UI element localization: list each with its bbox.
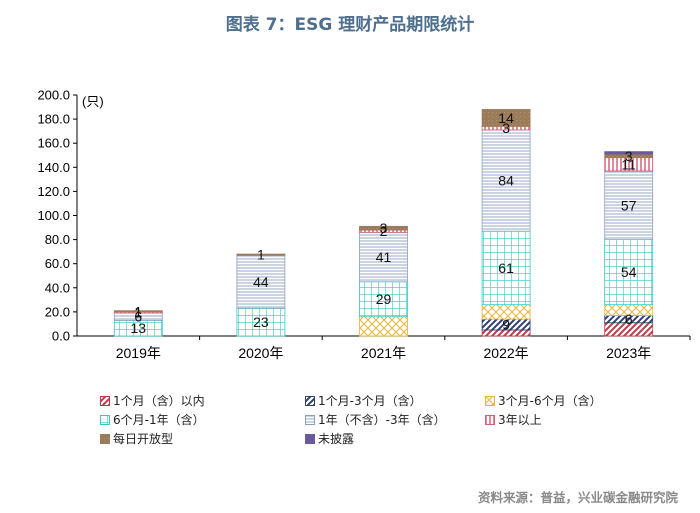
bar-segment (359, 231, 408, 283)
bar-segment (113, 310, 163, 313)
legend-swatch (305, 414, 315, 425)
x-tick-label: 2022年 (484, 345, 529, 361)
data-label: 3 (502, 120, 510, 136)
y-tick-label: 0.0 (52, 329, 70, 344)
y-tick-label: 100.0 (37, 208, 70, 223)
data-label: 3 (380, 220, 388, 236)
bar-segment (359, 281, 408, 318)
bar-segment (604, 151, 654, 155)
legend-swatch (100, 433, 110, 444)
y-tick-label: 160.0 (37, 136, 70, 151)
bar-segment (481, 129, 531, 232)
bar-segment (236, 307, 286, 337)
legend-swatch (305, 433, 315, 444)
legend-item: 1年（不含）-3年（含） (305, 411, 446, 428)
legend-label: 每日开放型 (113, 432, 174, 446)
y-unit-label: (只) (82, 94, 104, 109)
data-label: 61 (498, 260, 514, 276)
y-tick-label: 20.0 (45, 304, 70, 319)
bar-segment (236, 254, 286, 309)
legend-label: 3年以上 (498, 413, 542, 427)
x-tick-label: 2021年 (361, 345, 406, 361)
legend-item: 1个月（含）以内 (100, 392, 205, 409)
x-tick-label: 2019年 (116, 345, 161, 361)
legend-label: 3个月-6个月（含） (498, 394, 602, 408)
data-label: 14 (498, 110, 514, 126)
legend-item: 3个月-6个月（含） (485, 392, 602, 409)
legend-label: 1年（不含）-3年（含） (318, 413, 446, 427)
legend-swatch (305, 395, 315, 406)
data-label: 44 (253, 274, 269, 290)
y-tick-label: 120.0 (37, 184, 70, 199)
data-label: 1 (134, 305, 142, 321)
data-label: 41 (376, 249, 392, 265)
legend-swatch (485, 395, 495, 406)
y-tick-label: 200.0 (37, 88, 70, 103)
source-note: 资料来源：普益，兴业碳金融研究院 (477, 490, 678, 505)
bar-segment (481, 109, 531, 127)
data-label: 11 (621, 156, 636, 172)
bar-segment (236, 253, 286, 256)
legend-item: 6个月-1年（含） (100, 411, 205, 428)
y-tick-label: 80.0 (45, 232, 70, 247)
legend-label: 1个月（含）以内 (113, 394, 205, 408)
legend-label: 未披露 (318, 432, 355, 446)
legend-label: 1个月-3个月（含） (318, 394, 422, 408)
legend-item: 每日开放型 (100, 430, 173, 447)
data-label: 54 (621, 264, 637, 280)
data-label: 9 (502, 317, 510, 333)
legend-item: 1个月-3个月（含） (305, 392, 422, 409)
y-tick-label: 60.0 (45, 256, 70, 271)
stacked-bar-chart: 0.0 20.0 40.0 60.0 80.0 100.0 120.0 140.0 160.0 1… (37, 88, 691, 361)
data-label: 1 (257, 247, 265, 263)
legend-label: 6个月-1年（含） (113, 413, 205, 427)
legend-item: 3年以上 (485, 411, 542, 428)
legend-item: 未披露 (305, 430, 354, 447)
y-tick-label: 180.0 (37, 112, 70, 127)
legend-swatch (100, 395, 110, 406)
y-tick-label: 40.0 (45, 280, 70, 295)
data-label: 1 (134, 303, 142, 319)
data-label: 6 (625, 311, 633, 327)
data-label: 29 (376, 291, 392, 307)
bar-segment (359, 225, 408, 231)
data-label: 13 (131, 320, 147, 336)
data-label: 6 (134, 309, 142, 325)
data-label: 23 (253, 314, 269, 330)
bar-segment (604, 239, 654, 306)
legend-swatch (100, 414, 110, 425)
data-label: 57 (621, 197, 637, 213)
data-label: 84 (498, 173, 514, 189)
data-label: 3 (625, 148, 633, 164)
legend-swatch (485, 414, 495, 425)
x-tick-label: 2020年 (238, 345, 283, 361)
chart-title: 图表 7：ESG 理财产品期限统计 (225, 15, 475, 35)
x-tick-label: 2023年 (606, 345, 651, 361)
y-tick-label: 140.0 (37, 160, 70, 175)
data-label: 2 (380, 223, 388, 239)
bar-segment (359, 316, 408, 337)
